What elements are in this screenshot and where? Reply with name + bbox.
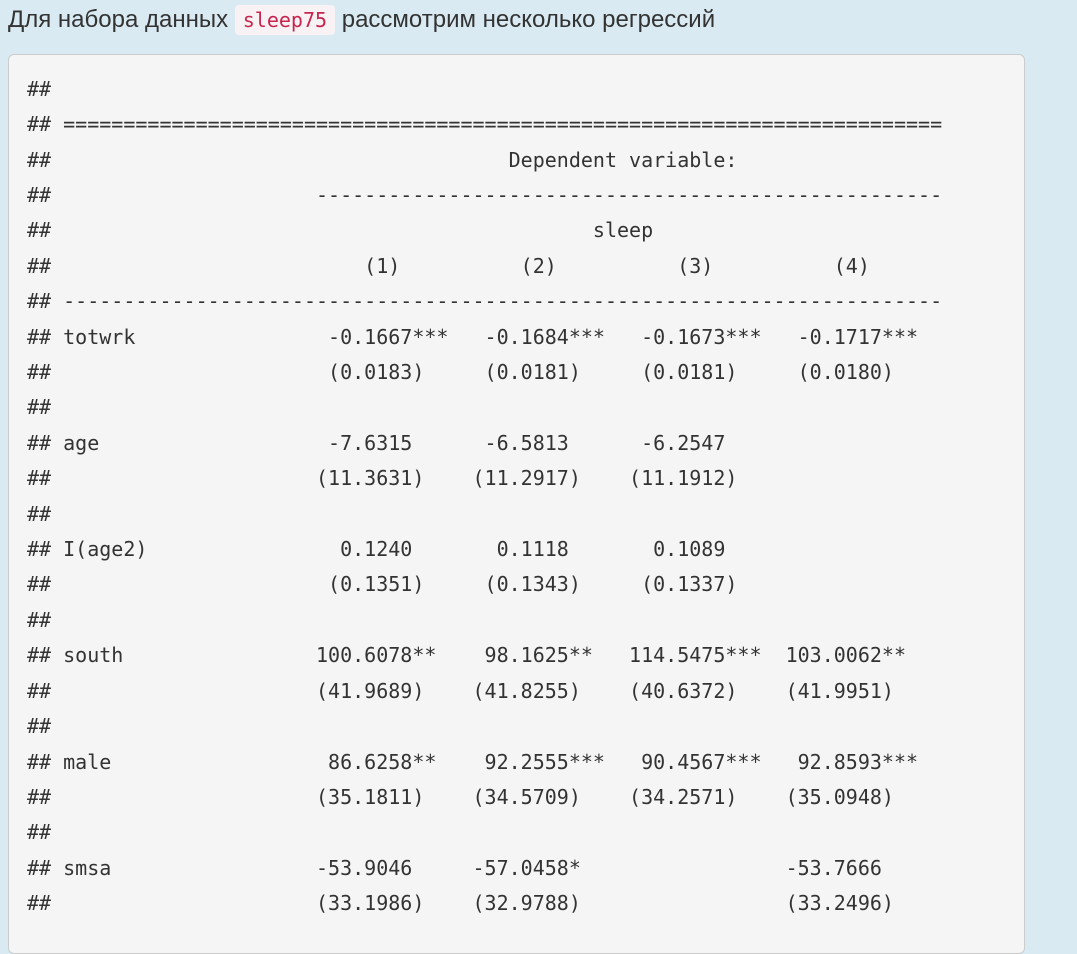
intro-text-after: рассмотрим несколько регрессий bbox=[335, 6, 716, 33]
inline-code-dataset: sleep75 bbox=[234, 5, 336, 35]
intro-paragraph: Для набора данных sleep75 рассмотрим нес… bbox=[8, 5, 1025, 35]
console-output: ## ## ==================================… bbox=[8, 53, 1025, 954]
intro-text-before: Для набора данных bbox=[8, 6, 235, 33]
